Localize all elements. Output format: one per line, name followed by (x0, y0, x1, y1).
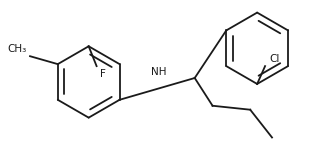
Text: CH₃: CH₃ (8, 44, 27, 54)
Text: NH: NH (151, 67, 167, 77)
Text: Cl: Cl (269, 54, 279, 64)
Text: F: F (99, 69, 105, 79)
